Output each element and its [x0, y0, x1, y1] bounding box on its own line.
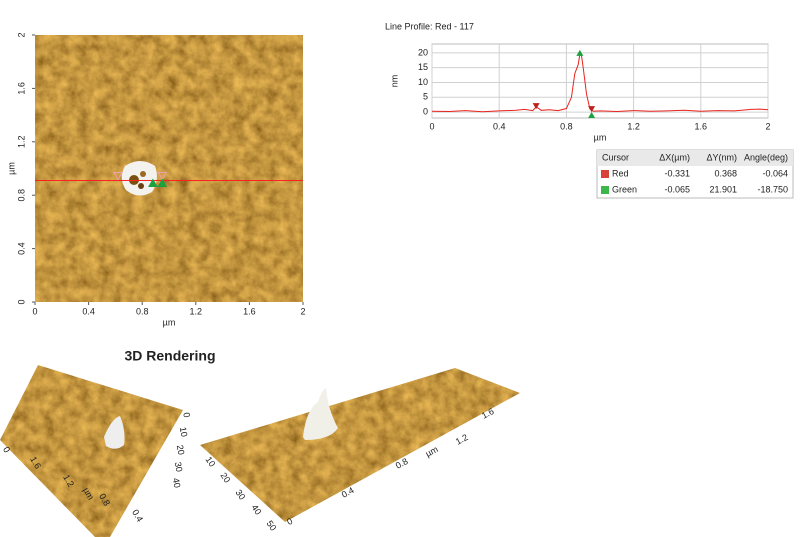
y-tick-label: 10 — [418, 77, 428, 87]
x-tick-label: 1.6 — [243, 306, 256, 316]
x-tick-label: 0.8 — [136, 306, 149, 316]
table-header-cell: Angle(deg) — [744, 152, 788, 162]
image-cursor — [148, 178, 158, 188]
y-tick-label: 0.8 — [16, 189, 26, 202]
x-tick-label: 1.6 — [695, 121, 708, 131]
x-tick-label: 2 — [300, 306, 305, 316]
chart-title: Line Profile: Red - 117 — [385, 21, 474, 31]
table-cell: -18.750 — [757, 184, 788, 194]
table-header — [597, 150, 793, 166]
y-tick-label: 20 — [418, 47, 428, 57]
x-tick-label: 1.2 — [190, 306, 203, 316]
x-tick-label: 1.2 — [627, 121, 640, 131]
y-tick-label: 5 — [423, 92, 428, 102]
color-swatch — [601, 186, 609, 194]
table-cell: Red — [612, 168, 629, 178]
cursor-marker — [532, 103, 540, 110]
render-axis-label: 0 — [1, 445, 12, 454]
table-cell: -0.064 — [762, 168, 788, 178]
y-tick-label: 0 — [423, 106, 428, 116]
image-cursor — [157, 178, 168, 188]
profile-line — [431, 53, 769, 113]
cursor-marker — [588, 112, 596, 119]
render-axis-label: 50 — [265, 519, 279, 533]
render-title: 3D Rendering — [124, 348, 215, 364]
cursor-marker — [588, 106, 596, 113]
render-axis-label: 40 — [171, 477, 183, 489]
x-tick-label: 0 — [429, 121, 434, 131]
y-axis-label: nm — [389, 75, 399, 88]
table-cell: Green — [612, 184, 637, 194]
render-left — [0, 365, 183, 537]
render-axis-label: µm — [424, 444, 440, 459]
table-header-cell: Cursor — [602, 152, 629, 162]
plot-area — [431, 43, 769, 119]
particle — [121, 161, 157, 196]
x-tick-label: 0.4 — [493, 121, 506, 131]
render-spike — [104, 416, 125, 449]
render-spike — [303, 388, 338, 440]
color-swatch — [601, 170, 609, 178]
x-tick-label: 0.8 — [560, 121, 573, 131]
x-tick-label: 0 — [32, 306, 37, 316]
render-axis-label: 0 — [285, 516, 294, 527]
x-tick-label: 2 — [765, 121, 770, 131]
render-axis-label: 30 — [173, 461, 185, 473]
render-axis-label: 10 — [204, 455, 218, 469]
render-axis-label: 20 — [219, 471, 233, 485]
render-axis-label: 1.2 — [454, 432, 470, 447]
render-axis-label: 30 — [234, 488, 248, 502]
render-axis-label: 40 — [250, 503, 264, 517]
y-tick-label: 1.6 — [16, 82, 26, 95]
table-cell: 21.901 — [709, 184, 737, 194]
x-axis-label: µm — [594, 132, 607, 142]
y-tick-label: 15 — [418, 62, 428, 72]
table-header-cell: ΔY(nm) — [706, 152, 737, 162]
render-axis-label: 10 — [178, 426, 190, 438]
image-cursor — [157, 172, 168, 181]
table-header-cell: ΔX(µm) — [659, 152, 690, 162]
render-axis-label: 20 — [175, 444, 187, 456]
table-cell: -0.065 — [664, 184, 690, 194]
afm-image — [35, 35, 303, 302]
x-axis-label: µm — [163, 317, 176, 327]
image-cursor — [113, 172, 123, 181]
render-right — [200, 368, 520, 522]
y-tick-label: 2 — [16, 32, 26, 37]
y-tick-label: 1.2 — [16, 136, 26, 149]
render-axis-label: 0.4 — [130, 508, 145, 524]
y-tick-label: 0 — [16, 299, 26, 304]
y-tick-label: 0.4 — [16, 242, 26, 255]
table-cell: 0.368 — [714, 168, 737, 178]
render-axis-label: 0 — [181, 412, 192, 419]
table-cell: -0.331 — [664, 168, 690, 178]
y-axis-label: µm — [6, 162, 16, 175]
cursor-marker — [576, 49, 584, 56]
x-tick-label: 0.4 — [82, 306, 95, 316]
